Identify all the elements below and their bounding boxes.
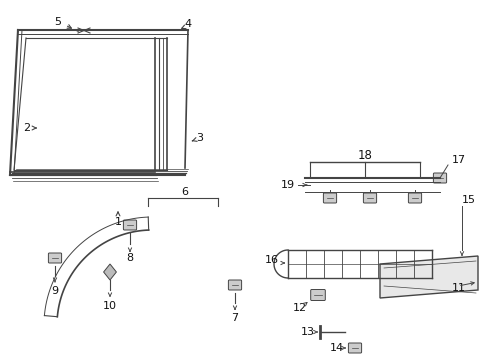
Text: 17: 17 <box>452 155 466 165</box>
Polygon shape <box>380 256 478 298</box>
Text: 10: 10 <box>103 301 117 311</box>
Text: 13: 13 <box>301 327 315 337</box>
Text: 18: 18 <box>358 149 372 162</box>
Text: 14: 14 <box>330 343 344 353</box>
FancyBboxPatch shape <box>408 193 421 203</box>
FancyBboxPatch shape <box>348 343 362 353</box>
Text: 9: 9 <box>51 286 59 296</box>
Text: 3: 3 <box>196 133 203 143</box>
FancyBboxPatch shape <box>123 220 137 230</box>
Text: 1: 1 <box>115 217 122 227</box>
Text: 19: 19 <box>281 180 295 190</box>
Text: 12: 12 <box>293 303 307 313</box>
Polygon shape <box>103 264 117 280</box>
FancyBboxPatch shape <box>228 280 242 290</box>
FancyBboxPatch shape <box>311 289 325 301</box>
Text: 7: 7 <box>231 313 239 323</box>
Text: 5: 5 <box>54 17 62 27</box>
FancyBboxPatch shape <box>433 173 446 183</box>
FancyBboxPatch shape <box>323 193 337 203</box>
Text: 2: 2 <box>24 123 30 133</box>
FancyBboxPatch shape <box>364 193 377 203</box>
Text: 8: 8 <box>126 253 134 263</box>
Text: 15: 15 <box>462 195 476 205</box>
Text: 4: 4 <box>184 19 192 29</box>
Text: 6: 6 <box>181 187 189 197</box>
Text: 16: 16 <box>265 255 279 265</box>
Text: 11: 11 <box>452 283 466 293</box>
FancyBboxPatch shape <box>49 253 62 263</box>
